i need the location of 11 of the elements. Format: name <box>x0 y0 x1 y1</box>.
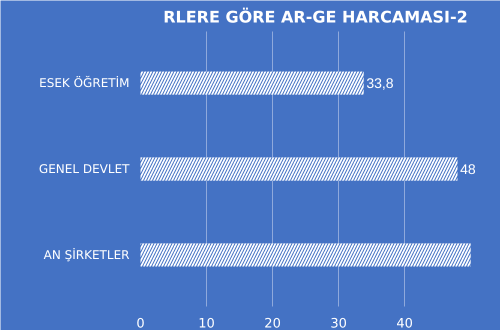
x-tick-label: 30 <box>330 316 347 330</box>
y-tick-label: AN ŞİRKETLER <box>44 248 130 262</box>
data-label: 48 <box>460 161 476 177</box>
x-tick-label: 10 <box>198 316 215 330</box>
data-label: 33,8 <box>366 75 394 92</box>
x-tick-label: 40 <box>396 316 413 330</box>
chart-title: RLERE GÖRE AR-GE HARCAMASI-2 <box>163 8 468 26</box>
x-tick-label: 0 <box>136 316 145 330</box>
y-tick-label: GENEL DEVLET <box>38 162 130 176</box>
y-tick-label: ESEK ÖĞRETİM <box>39 75 130 90</box>
x-tick-label: 20 <box>264 316 281 330</box>
